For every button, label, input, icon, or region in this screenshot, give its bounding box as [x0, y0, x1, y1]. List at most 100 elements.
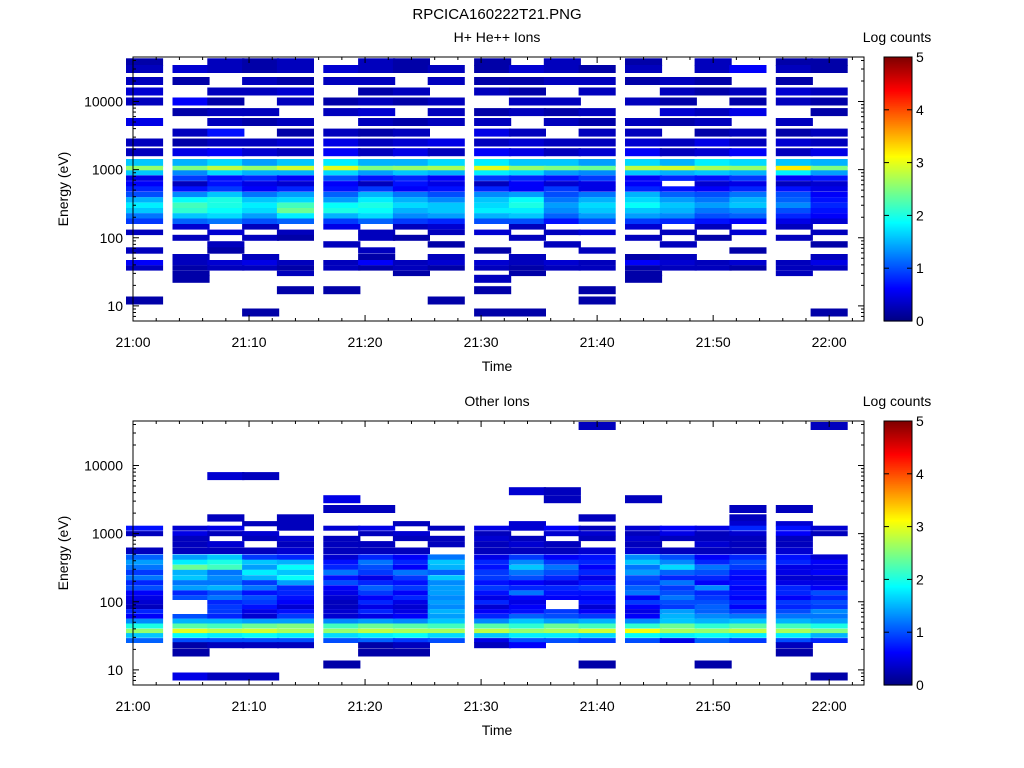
heatmap-cell	[543, 65, 581, 73]
heatmap-cell	[578, 296, 616, 305]
heatmap-cell	[172, 618, 210, 624]
colorbar-band	[884, 123, 912, 126]
heatmap-cell	[474, 600, 512, 605]
colorbar-band	[884, 557, 912, 560]
heatmap-cell	[427, 595, 465, 600]
heatmap-cell	[775, 604, 813, 610]
heatmap-cell	[543, 575, 581, 581]
heatmap-cell	[358, 128, 396, 137]
heatmap-cell	[242, 575, 280, 581]
heatmap-cell	[323, 604, 361, 610]
heatmap-cell	[508, 159, 546, 167]
heatmap-cell	[659, 186, 697, 192]
heatmap-cell	[427, 65, 465, 73]
heatmap-cell	[126, 585, 164, 591]
heatmap-cell	[543, 623, 581, 629]
heatmap-cell	[810, 159, 848, 167]
heatmap-cell	[207, 159, 245, 167]
colorbar-band	[884, 627, 912, 630]
heatmap-cell	[172, 580, 210, 586]
heatmap-cell	[659, 623, 697, 629]
heatmap-cell	[775, 118, 813, 126]
heatmap-cell	[242, 254, 280, 261]
heatmap-cell	[729, 159, 767, 167]
heatmap-cell	[392, 213, 430, 219]
heatmap-cell	[775, 614, 813, 619]
heatmap-cell	[625, 628, 663, 634]
heatmap-cell	[578, 186, 616, 192]
heatmap-cell	[775, 128, 813, 137]
heatmap-cell	[242, 148, 280, 157]
heatmap-cell	[775, 202, 813, 208]
heatmap-cell	[392, 138, 430, 147]
heatmap-cell	[392, 585, 430, 591]
colorbar-band	[884, 299, 912, 302]
heatmap-cell	[543, 531, 581, 537]
heatmap-cell	[207, 623, 245, 629]
heatmap-cell	[427, 525, 465, 531]
heatmap-cell	[543, 159, 581, 167]
colorbar-band	[884, 281, 912, 284]
heatmap-cell	[276, 58, 314, 66]
heatmap-cell	[172, 254, 210, 261]
heatmap-cell	[358, 559, 396, 565]
heatmap-cell	[729, 202, 767, 208]
heatmap-cell	[729, 65, 767, 73]
heatmap-cell	[729, 575, 767, 581]
x-tick-label: 21:40	[580, 698, 615, 714]
colorbar-band	[884, 217, 912, 220]
x-tick-label: 21:20	[348, 334, 383, 350]
heatmap-cell	[625, 265, 663, 271]
colorbar-band	[884, 171, 912, 174]
heatmap-cell	[358, 580, 396, 586]
heatmap-cell	[625, 535, 663, 542]
heatmap-cell	[323, 554, 361, 561]
heatmap-cell	[358, 585, 396, 591]
x-tick-label: 21:30	[464, 334, 499, 350]
heatmap-cell	[578, 286, 616, 295]
heatmap-cell	[276, 580, 314, 586]
heatmap-cell	[474, 559, 512, 565]
heatmap-cell	[323, 286, 361, 295]
heatmap-cell	[126, 260, 164, 266]
colorbar-band	[884, 155, 912, 158]
colorbar-band	[884, 163, 912, 166]
heatmap-cell	[474, 580, 512, 586]
heatmap-cells	[126, 422, 848, 681]
heatmap-cell	[242, 197, 280, 203]
heatmap-cell	[659, 108, 697, 117]
x-tick-label: 21:30	[464, 698, 499, 714]
heatmap-cell	[172, 535, 210, 542]
colorbar-band	[884, 119, 912, 122]
heatmap-cell	[276, 234, 314, 241]
heatmap-cell	[810, 108, 848, 117]
heatmap-cell	[126, 554, 164, 561]
colorbar-band	[884, 477, 912, 480]
heatmap-cell	[729, 191, 767, 198]
heatmap-cell	[508, 234, 546, 241]
heatmap-cell	[474, 308, 512, 317]
heatmap-cell	[810, 580, 848, 586]
heatmap-cell	[775, 521, 813, 527]
colorbar-band	[884, 229, 912, 232]
heatmap-cell	[323, 218, 361, 224]
heatmap-cell	[578, 618, 616, 624]
heatmap-cell	[625, 564, 663, 570]
colorbar-band	[884, 185, 912, 188]
heatmap-cell	[474, 609, 512, 614]
heatmap-cell	[323, 559, 361, 565]
heatmap-cell	[729, 175, 767, 181]
heatmap-cell	[126, 525, 164, 531]
heatmap-cell	[242, 604, 280, 610]
heatmap-cell	[694, 633, 732, 638]
heatmap-cell	[775, 170, 813, 176]
colorbar-band	[884, 253, 912, 256]
heatmap-cell	[625, 623, 663, 629]
heatmap-cell	[172, 270, 210, 277]
heatmap-cell	[172, 541, 210, 548]
heatmap-cell	[625, 604, 663, 610]
colorbar-band	[884, 677, 912, 680]
colorbar-band	[884, 107, 912, 110]
heatmap-cell	[172, 638, 210, 643]
heatmap-cell	[323, 165, 361, 171]
